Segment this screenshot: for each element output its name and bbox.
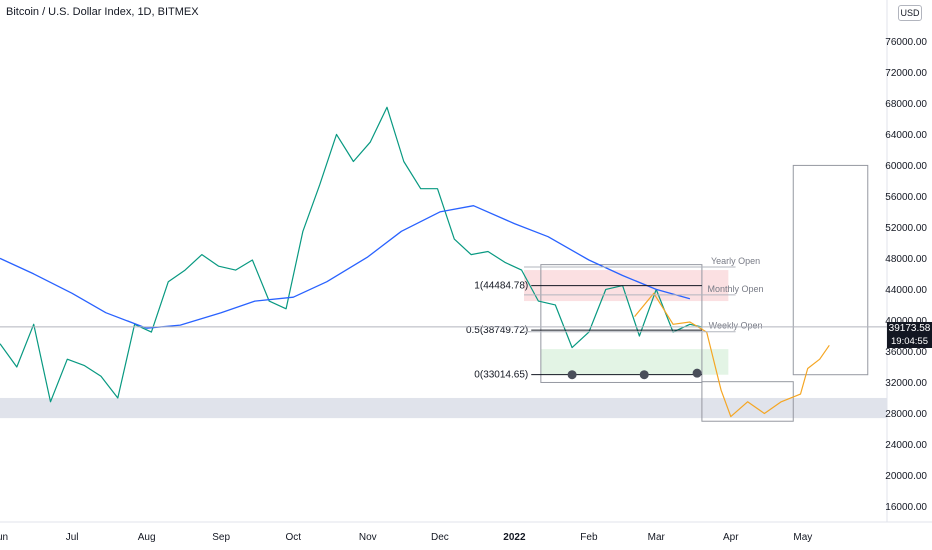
projection-line (634, 292, 830, 418)
x-tick-label: Sep (212, 532, 230, 543)
y-tick-label: 68000.00 (885, 99, 927, 110)
target-box (792, 164, 869, 376)
x-tick-label: Feb (580, 532, 598, 543)
x-tick-label: May (793, 532, 812, 543)
x-tick-label: 2022 (503, 532, 526, 543)
x-tick-label: Jun (0, 532, 8, 543)
x-tick-label: Nov (359, 532, 377, 543)
x-tick-label: Jul (66, 532, 79, 543)
moving-average-line (0, 205, 691, 329)
y-tick-label: 44000.00 (885, 285, 927, 296)
swing-low-marker (639, 370, 649, 380)
y-tick-label: 20000.00 (885, 471, 927, 482)
y-tick-label: 28000.00 (885, 409, 927, 420)
y-tick-label: 36000.00 (885, 347, 927, 358)
x-tick-label: Aug (138, 532, 156, 543)
y-tick-label: 32000.00 (885, 378, 927, 389)
range-box (540, 264, 703, 383)
y-tick-label: 24000.00 (885, 440, 927, 451)
open-level-label: Weekly Open (709, 321, 763, 331)
y-tick-label: 56000.00 (885, 192, 927, 203)
x-tick-label: Dec (431, 532, 449, 543)
y-tick-label: 40000.00 (885, 316, 927, 327)
open-level-label: Monthly Open (708, 284, 764, 294)
y-tick-label: 16000.00 (885, 502, 927, 513)
y-tick-label: 60000.00 (885, 161, 927, 172)
last-price-tag: 39173.58 (887, 322, 932, 336)
bar-countdown-tag: 19:04:55 (887, 336, 932, 348)
fib-level-label: 0(33014.65) (474, 370, 528, 381)
symbol-title: Bitcoin / U.S. Dollar Index, 1D, BITMEX (6, 6, 199, 18)
y-tick-label: 52000.00 (885, 223, 927, 234)
x-tick-label: Mar (648, 532, 666, 543)
y-tick-label: 64000.00 (885, 130, 927, 141)
currency-button[interactable]: USD (898, 5, 922, 21)
y-tick-label: 72000.00 (885, 68, 927, 79)
drop-box (701, 381, 794, 422)
support-band (0, 397, 887, 419)
swing-low-marker (567, 370, 577, 380)
x-tick-label: Oct (285, 532, 301, 543)
y-tick-label: 48000.00 (885, 254, 927, 265)
x-tick-label: Apr (723, 532, 739, 543)
fib-level-label: 0.5(38749.72) (466, 325, 528, 336)
fib-level-label: 1(44484.78) (474, 281, 528, 292)
y-tick-label: 76000.00 (885, 37, 927, 48)
open-level-label: Yearly Open (711, 256, 760, 266)
swing-low-marker (692, 368, 702, 378)
